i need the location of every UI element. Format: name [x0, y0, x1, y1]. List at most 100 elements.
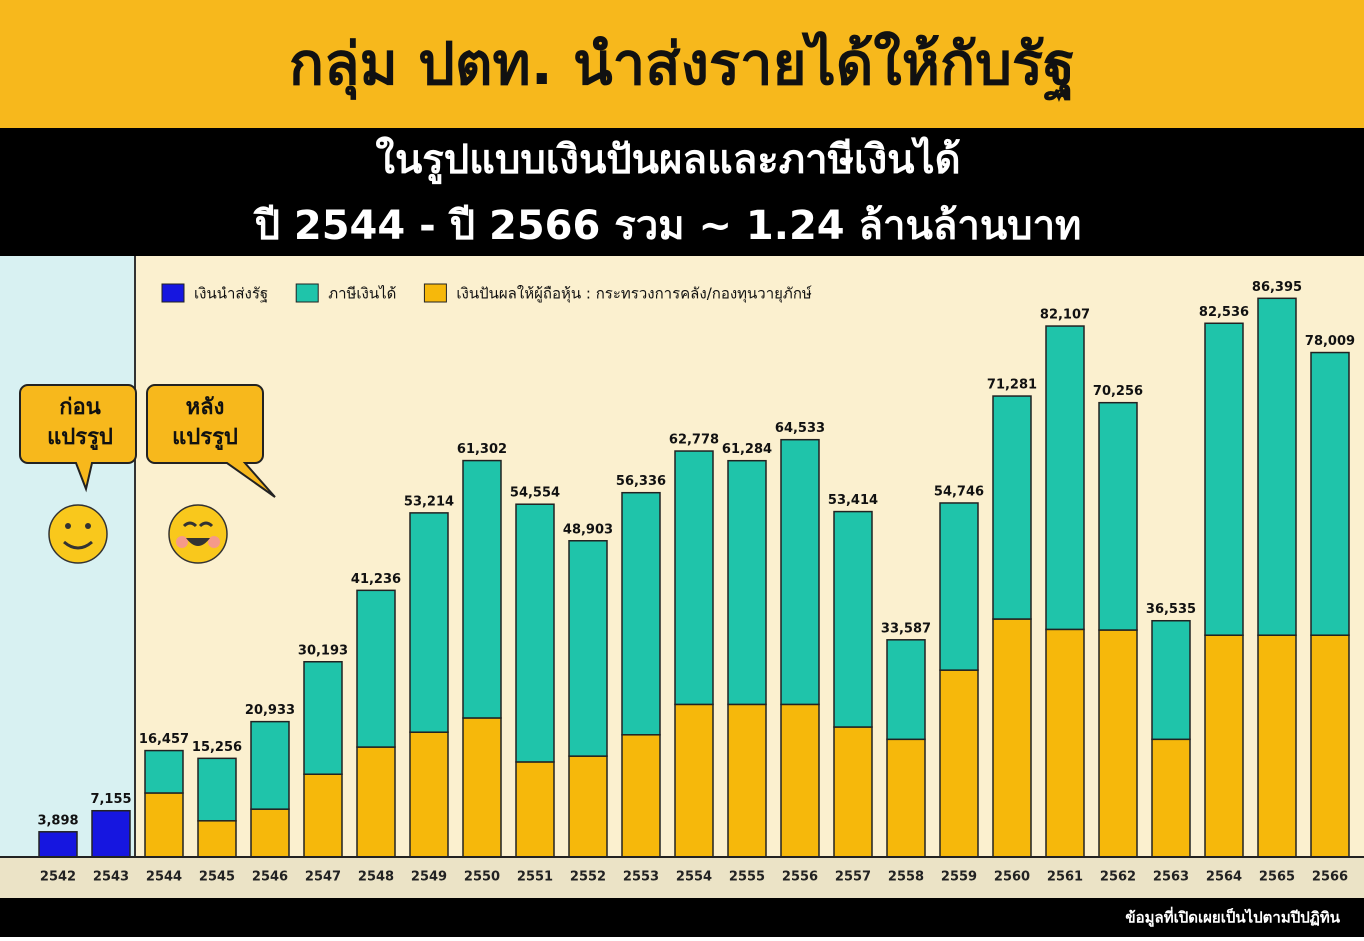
- total-label: 71,281: [987, 378, 1037, 393]
- x-tick-label: 2558: [888, 870, 924, 885]
- legend-swatch: [161, 283, 185, 303]
- total-label: 3,898: [37, 813, 78, 828]
- bar-segment: [1151, 738, 1191, 858]
- bar-segment: [356, 746, 396, 858]
- total-label: 61,284: [722, 442, 772, 457]
- total-label: 15,256: [192, 740, 242, 755]
- bar-segment: [144, 792, 184, 858]
- legend-swatch: [295, 283, 319, 303]
- total-label: 70,256: [1093, 384, 1143, 399]
- bar-segment: [568, 540, 608, 757]
- bar-segment: [1204, 634, 1244, 858]
- title-banner: [0, 0, 1364, 128]
- bar-segment: [197, 820, 237, 858]
- x-tick-label: 2553: [623, 870, 659, 885]
- chart-title: กลุ่ม ปตท. นำส่งรายได้ให้กับรัฐ: [289, 30, 1075, 102]
- bar-segment: [250, 720, 290, 810]
- total-label: 53,414: [828, 493, 878, 508]
- bar-segment: [1204, 322, 1244, 636]
- total-label: 54,554: [510, 486, 560, 501]
- total-label: 36,535: [1146, 602, 1196, 617]
- x-tick-label: 2550: [464, 870, 500, 885]
- x-tick-label: 2545: [199, 870, 235, 885]
- bar-segment: [621, 491, 661, 736]
- x-tick-label: 2559: [941, 870, 977, 885]
- bar-segment: [250, 808, 290, 858]
- bar-segment: [515, 503, 555, 763]
- subtitle-band: [0, 128, 1364, 256]
- speech-bubble: [19, 384, 137, 493]
- bar-segment: [939, 669, 979, 858]
- total-label: 53,214: [404, 494, 454, 509]
- x-tick-label: 2566: [1312, 870, 1348, 885]
- bar-segment: [833, 726, 873, 858]
- total-label: 78,009: [1305, 334, 1355, 349]
- bar-segment: [303, 773, 343, 858]
- subtitle: ปี 2544 - ปี 2566 รวม ~ 1.24 ล้านล้านบาท: [253, 203, 1081, 249]
- bubble-text: แปรรูป: [172, 425, 238, 451]
- x-tick-label: 2563: [1153, 870, 1189, 885]
- bar-segment: [780, 438, 820, 706]
- bar-segment: [409, 731, 449, 858]
- x-tick-label: 2561: [1047, 870, 1083, 885]
- bar-segment: [1257, 297, 1297, 636]
- footnote: ข้อมูลที่เปิดเผยเป็นไปตามปีปฏิทิน: [1125, 907, 1340, 928]
- x-tick-label: 2542: [40, 870, 76, 885]
- speech-bubble: [146, 384, 276, 498]
- bar-segment: [409, 512, 449, 733]
- x-tick-label: 2551: [517, 870, 553, 885]
- bar-segment: [303, 661, 343, 775]
- x-tick-label: 2547: [305, 870, 341, 885]
- total-label: 33,587: [881, 621, 931, 636]
- x-tick-label: 2552: [570, 870, 606, 885]
- legend-label: เงินนำส่งรัฐ: [194, 285, 268, 303]
- smiley: [48, 504, 108, 564]
- bar-segment: [1257, 634, 1297, 858]
- total-label: 41,236: [351, 572, 401, 587]
- bar-segment: [992, 618, 1032, 858]
- bar-segment: [674, 450, 714, 706]
- bar-segment: [886, 738, 926, 858]
- total-label: 7,155: [90, 792, 131, 807]
- bar-segment: [1098, 629, 1138, 858]
- bar-segment: [727, 459, 767, 706]
- bar-segment: [38, 831, 78, 858]
- x-tick-label: 2554: [676, 870, 712, 885]
- x-tick-label: 2557: [835, 870, 871, 885]
- total-label: 62,778: [669, 433, 719, 448]
- total-label: 61,302: [457, 442, 507, 457]
- total-label: 82,536: [1199, 305, 1249, 320]
- legend-label: ภาษีเงินได้: [328, 285, 396, 303]
- bar-segment: [1310, 351, 1350, 636]
- bubble-text: แปรรูป: [47, 425, 113, 451]
- bar-segment: [1045, 628, 1085, 858]
- x-tick-label: 2555: [729, 870, 765, 885]
- x-tick-label: 2549: [411, 870, 447, 885]
- bar-segment: [144, 749, 184, 794]
- x-tick-label: 2564: [1206, 870, 1242, 885]
- x-tick-label: 2543: [93, 870, 129, 885]
- x-tick-label: 2544: [146, 870, 182, 885]
- bubble-text: ก่อน: [59, 395, 101, 420]
- legend-swatch: [423, 283, 447, 303]
- bubble-text: หลัง: [186, 395, 225, 420]
- bar-segment: [197, 757, 237, 822]
- bar-segment: [1310, 634, 1350, 858]
- bar-segment: [939, 502, 979, 671]
- bar-segment: [674, 703, 714, 858]
- bar-segment: [1045, 325, 1085, 631]
- bar-segment: [992, 395, 1032, 620]
- bar-segment: [833, 510, 873, 728]
- legend-label: เงินปันผลให้ผู้ถือหุ้น : กระทรวงการคลัง/…: [456, 285, 812, 304]
- total-label: 82,107: [1040, 308, 1090, 323]
- total-label: 20,933: [245, 703, 295, 718]
- x-tick-label: 2548: [358, 870, 394, 885]
- bar-segment: [886, 639, 926, 741]
- bar-segment: [462, 459, 502, 719]
- bar-segment: [1151, 619, 1191, 741]
- total-label: 30,193: [298, 643, 348, 658]
- x-tick-label: 2556: [782, 870, 818, 885]
- x-tick-label: 2562: [1100, 870, 1136, 885]
- x-tick-label: 2546: [252, 870, 288, 885]
